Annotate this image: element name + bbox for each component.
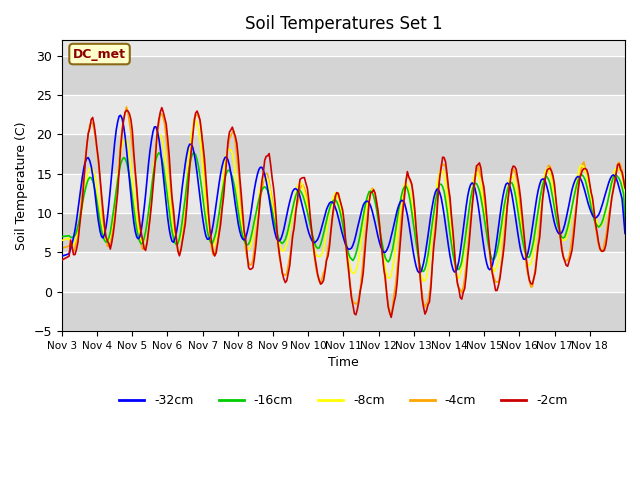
Text: DC_met: DC_met xyxy=(73,48,126,60)
Bar xyxy=(62,291,625,331)
Y-axis label: Soil Temperature (C): Soil Temperature (C) xyxy=(15,121,28,250)
Bar xyxy=(62,134,625,174)
Legend: -32cm, -16cm, -8cm, -4cm, -2cm: -32cm, -16cm, -8cm, -4cm, -2cm xyxy=(114,389,573,412)
X-axis label: Time: Time xyxy=(328,356,359,369)
Bar xyxy=(62,213,625,252)
Bar xyxy=(62,56,625,95)
Title: Soil Temperatures Set 1: Soil Temperatures Set 1 xyxy=(244,15,442,33)
